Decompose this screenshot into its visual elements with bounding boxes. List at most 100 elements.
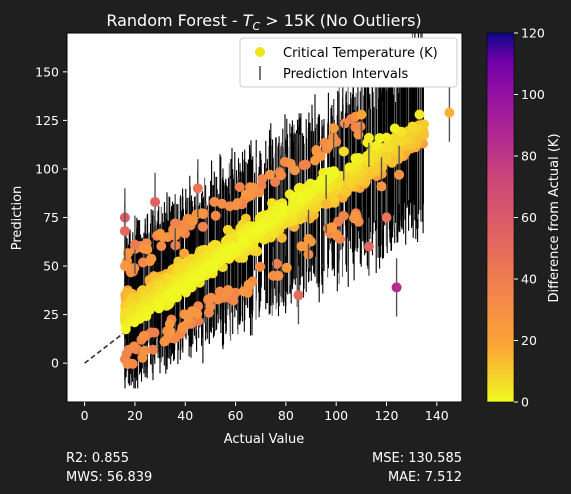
- data-point: [270, 177, 281, 187]
- y-tick-label: 150: [35, 64, 59, 79]
- data-point: [120, 324, 131, 335]
- data-point: [293, 290, 304, 301]
- data-point: [271, 258, 282, 269]
- data-point: [275, 170, 286, 181]
- data-point: [197, 221, 208, 232]
- colorbar: [486, 32, 515, 403]
- data-point: [338, 210, 349, 221]
- x-axis-label: Actual Value: [224, 432, 305, 447]
- data-point: [183, 313, 194, 324]
- legend-dot-icon: [255, 47, 265, 57]
- x-tick-label: 120: [375, 408, 399, 423]
- data-point: [394, 169, 405, 180]
- data-point: [204, 261, 215, 272]
- x-tick-label: 40: [177, 408, 193, 423]
- data-point: [276, 232, 287, 243]
- data-point: [310, 155, 320, 166]
- data-point: [129, 341, 140, 352]
- colorbar-tick-label: 100: [521, 87, 545, 102]
- x-tick-label: 60: [228, 408, 244, 423]
- y-tick-label: 125: [35, 113, 59, 128]
- data-point: [331, 230, 342, 241]
- y-tick-label: 75: [43, 210, 59, 225]
- data-point: [316, 174, 327, 185]
- data-point: [297, 191, 307, 201]
- data-point: [349, 213, 360, 224]
- data-point: [243, 279, 254, 290]
- data-point: [381, 212, 392, 223]
- legend-label-intervals: Prediction Intervals: [283, 67, 408, 82]
- data-point: [156, 241, 167, 252]
- data-point: [363, 241, 374, 252]
- data-point: [303, 233, 314, 244]
- chart-title: Random Forest - TC > 15K (No Outliers): [106, 11, 421, 33]
- data-point: [209, 196, 220, 207]
- data-point: [137, 352, 148, 363]
- data-point: [391, 282, 402, 293]
- y-tick-label: 100: [35, 161, 59, 176]
- data-point: [175, 285, 185, 295]
- colorbar-tick-label: 80: [521, 149, 537, 164]
- data-point: [362, 150, 373, 161]
- x-tick-label: 20: [127, 408, 143, 423]
- data-point: [119, 226, 130, 237]
- data-point: [231, 200, 241, 211]
- data-point: [159, 336, 170, 347]
- data-point: [120, 261, 130, 271]
- colorbar-tick-label: 0: [521, 395, 529, 410]
- x-tick-label: 0: [81, 408, 89, 423]
- data-point: [268, 270, 279, 281]
- data-point: [389, 132, 400, 143]
- data-point: [228, 295, 239, 306]
- metric-r2: R2: 0.855: [66, 451, 129, 466]
- data-point: [205, 301, 216, 312]
- data-point: [321, 198, 332, 209]
- legend-box: [239, 37, 458, 88]
- data-point: [289, 165, 300, 176]
- data-point: [146, 253, 157, 264]
- data-point: [221, 248, 232, 259]
- data-point: [142, 244, 153, 255]
- data-point: [326, 138, 337, 149]
- y-tick-label: 0: [51, 356, 59, 371]
- data-point: [328, 166, 339, 177]
- legend: Critical Temperature (K) Prediction Inte…: [239, 37, 458, 88]
- data-point: [217, 198, 227, 209]
- data-point: [241, 189, 251, 200]
- reference-line: [84, 327, 131, 364]
- data-point: [254, 223, 264, 234]
- data-point: [257, 173, 268, 184]
- data-point: [129, 239, 140, 250]
- data-point: [389, 123, 400, 134]
- data-point: [154, 300, 165, 311]
- data-point: [138, 330, 149, 341]
- colorbar-tick-label: 120: [521, 26, 545, 41]
- data-point: [407, 121, 418, 132]
- data-point: [192, 183, 203, 194]
- colorbar-tick-label: 20: [521, 333, 537, 348]
- x-axis-ticks: 0 20 40 60 80 100 120 140: [81, 402, 449, 423]
- data-point: [300, 159, 311, 170]
- data-point: [248, 182, 259, 193]
- data-point: [272, 209, 283, 220]
- data-point: [164, 319, 175, 329]
- data-point: [234, 182, 245, 192]
- data-point: [148, 344, 158, 355]
- data-point: [165, 326, 176, 337]
- data-point: [192, 309, 203, 319]
- metric-mse: MSE: 130.585: [372, 451, 462, 466]
- data-point: [444, 107, 455, 118]
- data-point: [150, 196, 161, 207]
- y-axis-label: Prediction: [10, 186, 25, 251]
- data-point: [350, 153, 361, 164]
- data-point: [355, 121, 366, 132]
- data-point: [328, 193, 339, 204]
- y-tick-label: 50: [43, 259, 59, 274]
- data-point: [363, 132, 374, 143]
- colorbar-ticks: 0 20 40 60 80 100 120: [514, 26, 545, 410]
- data-point: [179, 248, 190, 259]
- data-point: [264, 169, 275, 180]
- x-tick-label: 140: [425, 408, 449, 423]
- colorbar-label: Difference from Actual (K): [547, 133, 562, 302]
